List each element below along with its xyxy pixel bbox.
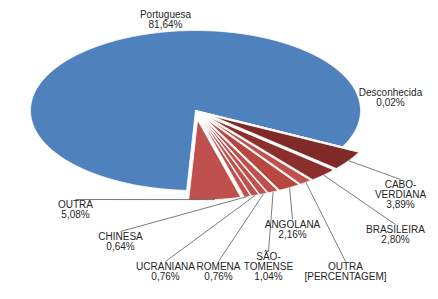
svg-text:UCRANIANA0,76%: UCRANIANA0,76% xyxy=(136,261,195,282)
svg-text:Portuguesa81,64%: Portuguesa81,64% xyxy=(140,9,192,30)
svg-text:OUTRA5,08%: OUTRA5,08% xyxy=(58,199,93,220)
svg-text:CHINESA0,64%: CHINESA0,64% xyxy=(98,231,143,252)
svg-text:CABO-VERDIANA3,89%: CABO-VERDIANA3,89% xyxy=(375,179,426,210)
svg-text:SÃO-TOMENSE1,04%: SÃO-TOMENSE1,04% xyxy=(244,250,294,282)
svg-text:ROMENA0,76%: ROMENA0,76% xyxy=(197,261,241,282)
svg-text:BRASILEIRA2,80%: BRASILEIRA2,80% xyxy=(366,224,425,245)
svg-text:ANGOLANA2,16%: ANGOLANA2,16% xyxy=(265,219,321,240)
svg-text:OUTRA[PERCENTAGEM]: OUTRA[PERCENTAGEM] xyxy=(304,261,386,282)
svg-text:Desconhecida0,02%: Desconhecida0,02% xyxy=(359,87,423,108)
